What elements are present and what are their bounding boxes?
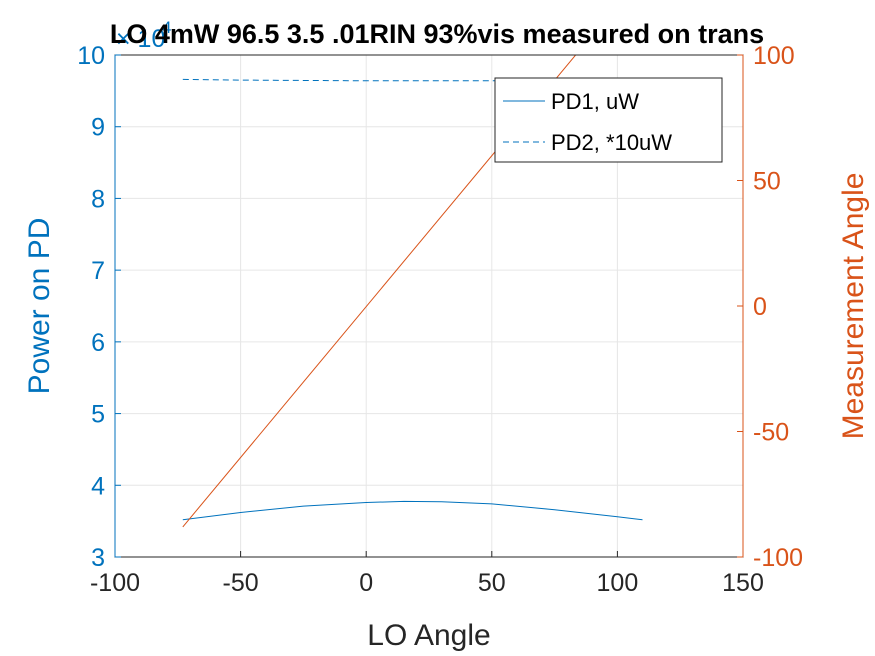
y-left-tick-label: 9 xyxy=(91,114,105,142)
y-right-tick-label: 100 xyxy=(753,42,795,70)
y-left-tick-label: 10 xyxy=(77,42,105,70)
y-right-tick-label: 0 xyxy=(753,293,767,321)
y-left-tick-label: 4 xyxy=(91,472,105,500)
y-exponent-power: 4 xyxy=(162,18,171,37)
legend: PD1, uW PD2, *10uW xyxy=(494,77,723,163)
x-tick-label: -100 xyxy=(90,569,140,597)
y-axis-right-label: Measurement Angle xyxy=(837,173,870,440)
series-line-2 xyxy=(182,55,577,528)
chart-title: LO 4mW 96.5 3.5 .01RIN 93%vis measured o… xyxy=(110,19,764,49)
y-exponent-multiplier: × 10 xyxy=(116,25,165,53)
y-right-tick-label: -50 xyxy=(753,419,789,447)
series-line-0 xyxy=(182,500,643,521)
y-left-tick-label: 3 xyxy=(91,544,105,572)
legend-label-pd2: PD2, *10uW xyxy=(551,130,672,155)
x-tick-label: -50 xyxy=(223,569,259,597)
x-tick-label: 50 xyxy=(478,569,506,597)
y-left-tick-label: 6 xyxy=(91,329,105,357)
y-left-tick-label: 5 xyxy=(91,401,105,429)
x-tick-label: 150 xyxy=(722,569,764,597)
legend-label-pd1: PD1, uW xyxy=(551,89,639,114)
axes: -100 -50 0 50 100 150 3 4 5 6 7 8 9 10 -100 -50 0 50 100 xyxy=(77,42,803,597)
y-right-tick-label: 50 xyxy=(753,168,781,196)
x-tick-label: 100 xyxy=(597,569,639,597)
y-axis-left-label: Power on PD xyxy=(23,218,56,395)
x-axis-label: LO Angle xyxy=(367,619,490,652)
y-right-tick-label: -100 xyxy=(753,544,803,572)
x-tick-label: 0 xyxy=(359,569,373,597)
y-left-tick-label: 8 xyxy=(91,185,105,213)
y-left-tick-label: 7 xyxy=(91,257,105,285)
legend-box xyxy=(494,77,723,163)
